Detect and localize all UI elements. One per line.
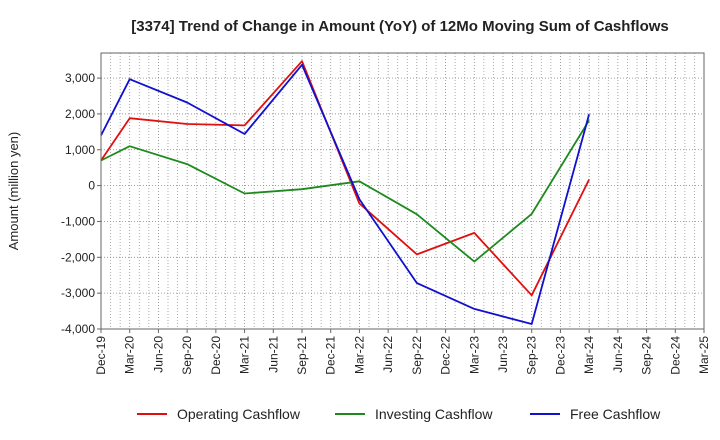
x-tick-label: Mar-20 bbox=[123, 336, 137, 374]
legend-label: Investing Cashflow bbox=[375, 406, 493, 422]
y-tick-label: 0 bbox=[88, 179, 95, 193]
x-tick-label: Sep-23 bbox=[525, 336, 539, 375]
grid-lines bbox=[100, 53, 705, 330]
y-tick-label: 1,000 bbox=[65, 143, 95, 157]
x-tick-label: Sep-24 bbox=[640, 336, 654, 375]
plot-area bbox=[101, 53, 704, 329]
x-tick-label: Jun-21 bbox=[266, 336, 280, 373]
y-axis-label: Amount (million yen) bbox=[6, 132, 21, 251]
y-tick-label: 2,000 bbox=[65, 107, 95, 121]
legend-label: Free Cashflow bbox=[570, 406, 661, 422]
y-tick-label: -2,000 bbox=[61, 250, 95, 264]
x-tick-label: Dec-23 bbox=[553, 336, 567, 375]
x-axis-ticks: Dec-19 Mar-20 Jun-20 Sep-20 Dec-20 Mar-21 Jun-… bbox=[94, 329, 711, 375]
y-tick-label: -3,000 bbox=[61, 286, 95, 300]
y-tick-label: 3,000 bbox=[65, 71, 95, 85]
x-tick-label: Sep-21 bbox=[295, 336, 309, 375]
legend-label: Operating Cashflow bbox=[177, 406, 301, 422]
plot-frame bbox=[100, 52, 705, 330]
x-tick-label: Mar-21 bbox=[238, 336, 252, 374]
x-tick-label: Jun-24 bbox=[611, 336, 625, 373]
x-tick-label: Sep-20 bbox=[180, 336, 194, 375]
x-tick-label: Mar-24 bbox=[582, 336, 596, 374]
x-tick-label: Sep-22 bbox=[410, 336, 424, 375]
x-tick-label: Jun-20 bbox=[151, 336, 165, 373]
chart-title: [3374] Trend of Change in Amount (YoY) o… bbox=[131, 18, 669, 35]
x-tick-label: Mar-22 bbox=[352, 336, 366, 374]
x-tick-label: Jun-23 bbox=[496, 336, 510, 373]
x-tick-label: Dec-20 bbox=[209, 336, 223, 375]
x-tick-label: Dec-19 bbox=[94, 336, 108, 375]
x-tick-label: Dec-21 bbox=[324, 336, 338, 375]
series-line-free-cashflow bbox=[100, 63, 590, 325]
y-axis-ticks: 3,000 2,000 1,000 0 -1,000 -2,000 -3,000 -4,000 bbox=[61, 71, 101, 336]
y-tick-label: -4,000 bbox=[61, 322, 95, 336]
x-tick-label: Dec-22 bbox=[439, 336, 453, 375]
legend: Operating Cashflow Investing Cashflow Free… bbox=[137, 406, 661, 422]
x-tick-label: Mar-25 bbox=[697, 336, 711, 374]
series-line-investing-cashflow bbox=[100, 119, 590, 263]
x-tick-label: Dec-24 bbox=[668, 336, 682, 375]
series-lines bbox=[100, 60, 590, 325]
y-tick-label: -1,000 bbox=[61, 214, 95, 228]
x-tick-label: Mar-23 bbox=[467, 336, 481, 374]
x-tick-label: Jun-22 bbox=[381, 336, 395, 373]
